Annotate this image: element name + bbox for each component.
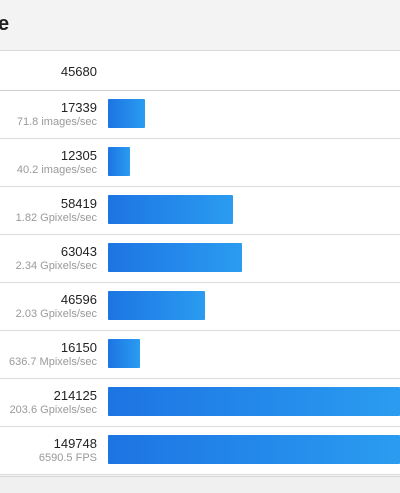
benchmark-score: 58419 (60, 196, 97, 211)
score-bar-track (108, 291, 400, 320)
benchmark-rate: 6590.5 FPS (38, 452, 97, 464)
footer-bar (0, 476, 400, 493)
benchmark-score: 149748 (53, 436, 97, 451)
benchmark-row: 16150 636.7 Mpixels/sec (0, 331, 400, 379)
score-bar (108, 243, 243, 272)
benchmark-score: 16150 (60, 340, 97, 355)
benchmark-row: 12305 40.2 images/sec (0, 139, 400, 187)
section-title: e (0, 13, 10, 35)
benchmark-rate: 40.2 images/sec (16, 164, 97, 176)
benchmark-rate: 1.82 Gpixels/sec (15, 212, 97, 224)
score-bar-track (108, 195, 400, 224)
benchmark-row: 63043 2.34 Gpixels/sec (0, 235, 400, 283)
benchmark-score: 214125 (53, 388, 97, 403)
section-header: e (0, 0, 400, 51)
score-bar (108, 291, 205, 320)
benchmark-row: 17339 71.8 images/sec (0, 91, 400, 139)
benchmark-score: 63043 (60, 244, 97, 259)
benchmark-row: 149748 6590.5 FPS (0, 427, 400, 475)
benchmark-row: 58419 1.82 Gpixels/sec (0, 187, 400, 235)
overall-score-row: 45680 (0, 51, 400, 91)
score-bar-track (108, 147, 400, 176)
score-bar (108, 435, 400, 464)
results-table: 45680 17339 71.8 images/sec 12305 40.2 imag… (0, 51, 400, 475)
score-bar-track (108, 243, 400, 272)
benchmark-score: 46596 (60, 292, 97, 307)
benchmark-row: 214125 203.6 Gpixels/sec (0, 379, 400, 427)
score-bar (108, 99, 145, 128)
benchmark-row: 46596 2.03 Gpixels/sec (0, 283, 400, 331)
score-bar (108, 147, 131, 176)
benchmark-rate: 2.03 Gpixels/sec (15, 308, 97, 320)
benchmark-rate: 71.8 images/sec (16, 116, 97, 128)
score-bar-track (108, 339, 400, 368)
score-bar-track (108, 99, 400, 128)
score-bar (108, 387, 400, 416)
benchmark-rate: 203.6 Gpixels/sec (9, 404, 97, 416)
score-bar-track (108, 435, 400, 464)
benchmark-score: 17339 (60, 100, 97, 115)
score-bar (108, 195, 233, 224)
overall-score: 45680 (60, 64, 97, 79)
score-bar-track (108, 387, 400, 416)
score-bar (108, 339, 141, 368)
benchmark-score: 12305 (60, 148, 97, 163)
benchmark-rate: 2.34 Gpixels/sec (15, 260, 97, 272)
benchmark-rate: 636.7 Mpixels/sec (8, 356, 97, 368)
